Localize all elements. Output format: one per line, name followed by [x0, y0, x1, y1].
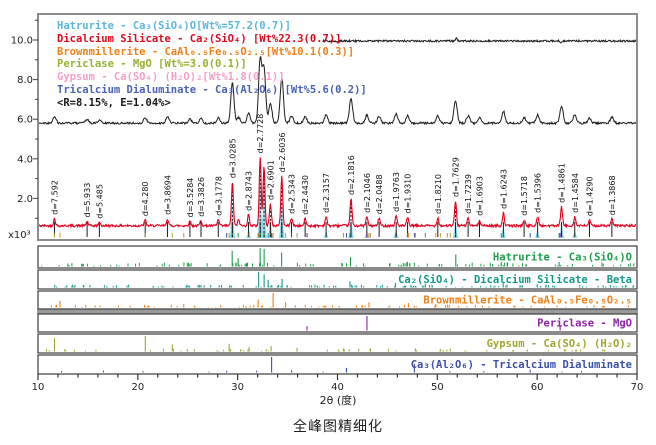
d-spacing-label: d=1.8210 [434, 174, 443, 214]
d-spacing-label: d=2.1816 [347, 155, 356, 195]
phase-strip: Brownmillerite - CaAl₀.₅Fe₀.₅O₂.₅ [37, 290, 638, 310]
d-spacing-label: d=1.4861 [558, 163, 567, 203]
x-tick-label: 70 [631, 382, 644, 393]
plot-frame [37, 13, 638, 241]
chart-caption: 全峰图精细化 [293, 419, 383, 435]
x-tick-label: 40 [331, 382, 344, 393]
d-spacing-label: d=2.6901 [266, 160, 275, 200]
d-spacing-label: d=1.6243 [499, 169, 508, 209]
phase-strip-box [37, 245, 638, 269]
phase-strip: Hatrurite - Ca₃(SiO₄)O [37, 245, 638, 269]
d-spacing-label: d=1.3868 [608, 175, 617, 215]
d-spacing-label: d=2.7728 [256, 114, 265, 154]
x-tick-label: 50 [431, 382, 444, 393]
phase-strip-label: Gypsum - Ca(SO₄) (H₂O)₂ [487, 338, 632, 350]
y-tick-label: 10.0 [11, 36, 33, 47]
y-tick-label: 4.0 [17, 154, 33, 165]
legend-item: Tricalcium Dialuminate - Ca₃(Al₂O₆) [Wt%… [57, 83, 367, 96]
d-spacing-label: d=3.0285 [228, 138, 237, 178]
phase-strip-box [37, 313, 638, 333]
strip-separator-band [37, 309, 638, 314]
phase-strip-label: Hatrurite - Ca₃(SiO₄)O [493, 252, 632, 264]
refinement-stats: <R=8.15%, E=1.04%> [57, 96, 171, 109]
y-tick-label: 8.0 [17, 75, 33, 86]
difference-curve [322, 37, 638, 44]
phase-strip-box [37, 290, 638, 310]
phase-strip-label: Brownmillerite - CaAl₀.₅Fe₀.₅O₂.₅ [423, 295, 632, 307]
d-spacing-label: d=3.3826 [197, 177, 206, 217]
hatrurite-contribution-fill [38, 184, 637, 238]
phase-strip-box [37, 333, 638, 354]
d-spacing-label: d=3.1778 [214, 176, 223, 216]
legend-item: Hatrurite - Ca₃(SiO₄)O[Wt%=57.2(0.7)] [57, 20, 291, 32]
d-spacing-label: d=2.1046 [363, 173, 372, 213]
d-spacing-label: d=1.5718 [520, 176, 529, 216]
d-spacing-label: d=1.5396 [534, 173, 543, 213]
x-tick-label: 20 [131, 382, 144, 393]
d-spacing-label: d=4.280 [141, 181, 150, 216]
calculated-curve [37, 157, 638, 229]
legend-item: Dicalcium Silicate - Ca₂(SiO₄) [Wt%22.3(… [57, 32, 342, 45]
d-spacing-label: d=1.7629 [451, 157, 460, 197]
d-spacing-label: d=5.485 [95, 184, 104, 219]
d-spacing-label: d=3.5284 [186, 178, 195, 218]
phase-strip-label: Periclase - MgO [537, 318, 632, 330]
phase-legend: Hatrurite - Ca₃(SiO₄)O[Wt%=57.2(0.7)] Dic… [57, 20, 367, 110]
d-spacing-label: d=2.4430 [301, 175, 310, 215]
phase-strip-label: Ca₃(Al₂O₆) - Tricalcium Dialuminate [411, 359, 632, 371]
d-spacing-label: d=1.7239 [464, 174, 473, 214]
legend-item: Brownmillerite - CaAl₀.₅Fe₀.₅O₂.₅[Wt%10.… [57, 45, 355, 58]
d-spacing-label: d=2.0488 [375, 174, 384, 214]
x-tick-label: 60 [531, 382, 544, 393]
phase-strip: Ca₃(Al₂O₆) - Tricalcium Dialuminate [37, 354, 638, 375]
d-spacing-label: d=2.8743 [245, 171, 254, 211]
d-spacing-label: d=2.5343 [287, 174, 296, 214]
phase-strip: Periclase - MgO [37, 313, 638, 333]
d-spacing-label: d=1.9763 [392, 172, 401, 212]
d-spacing-label: d=1.9310 [404, 174, 413, 214]
d-spacing-label: d=1.6903 [475, 176, 484, 216]
d-spacing-label: d=2.6036 [278, 132, 287, 172]
d-spacing-label: d=7.592 [50, 180, 59, 215]
x-tick-label: 30 [231, 382, 244, 393]
phase-strip-box [37, 269, 638, 290]
y-tick-label: 2.0 [17, 194, 33, 205]
y-axis-scale-label: x10³ [8, 230, 31, 241]
phase-strip: Gypsum - Ca(SO₄) (H₂O)₂ [37, 333, 638, 354]
y-tick-label: 6.0 [17, 115, 33, 126]
legend-item: Periclase - MgO [Wt%=3.0(0.1)] [57, 58, 247, 71]
x-tick-label: 10 [32, 382, 45, 393]
d-spacing-label: d=1.4290 [585, 176, 594, 216]
x-axis-title: 2θ (度) [319, 394, 357, 407]
phase-strip-label: Ca₂(SiO₄) - Dicalcium Silicate - Beta [398, 274, 632, 286]
d-spacing-label: d=1.4584 [571, 173, 580, 213]
observed-curve [37, 56, 638, 126]
d-spacing-label: d=5.933 [83, 183, 92, 218]
d-spacing-label: d=2.3157 [322, 173, 331, 213]
d-spacing-label: d=3.8694 [163, 175, 172, 215]
phase-strip: Ca₂(SiO₄) - Dicalcium Silicate - Beta [37, 269, 638, 290]
legend-item: Gypsum - Ca(SO₄) (H₂O)₂[Wt%1.8(0.1)] [57, 71, 285, 84]
